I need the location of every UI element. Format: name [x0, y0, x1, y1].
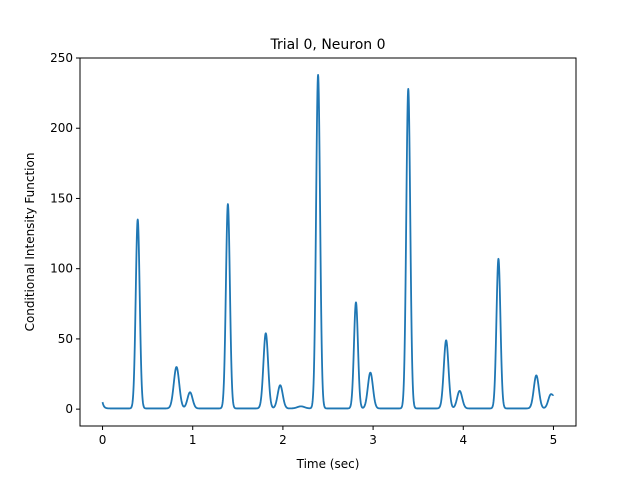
- chart-title: Trial 0, Neuron 0: [269, 37, 385, 53]
- series-group: [101, 73, 555, 410]
- y-tick-label: 150: [50, 191, 73, 205]
- x-tick-label: 3: [369, 433, 377, 447]
- y-axis-label: Conditional Intensity Function: [23, 153, 37, 332]
- y-tick-label: 250: [50, 51, 73, 65]
- x-axis-label: Time (sec): [296, 457, 360, 471]
- x-tick-label: 0: [99, 433, 107, 447]
- x-tick-label: 4: [459, 433, 467, 447]
- x-axis-ticks: 0 1 2 3 4 5: [99, 426, 558, 447]
- y-tick-label: 50: [58, 332, 73, 346]
- x-tick-label: 1: [189, 433, 197, 447]
- y-axis-ticks: 0 50 100 150 200 250: [50, 51, 80, 416]
- y-tick-label: 200: [50, 121, 73, 135]
- y-tick-label: 0: [65, 402, 73, 416]
- y-tick-label: 100: [50, 262, 73, 276]
- plot-frame: [79, 57, 577, 427]
- series-line: [101, 73, 555, 410]
- x-tick-label: 5: [550, 433, 558, 447]
- x-tick-label: 2: [279, 433, 287, 447]
